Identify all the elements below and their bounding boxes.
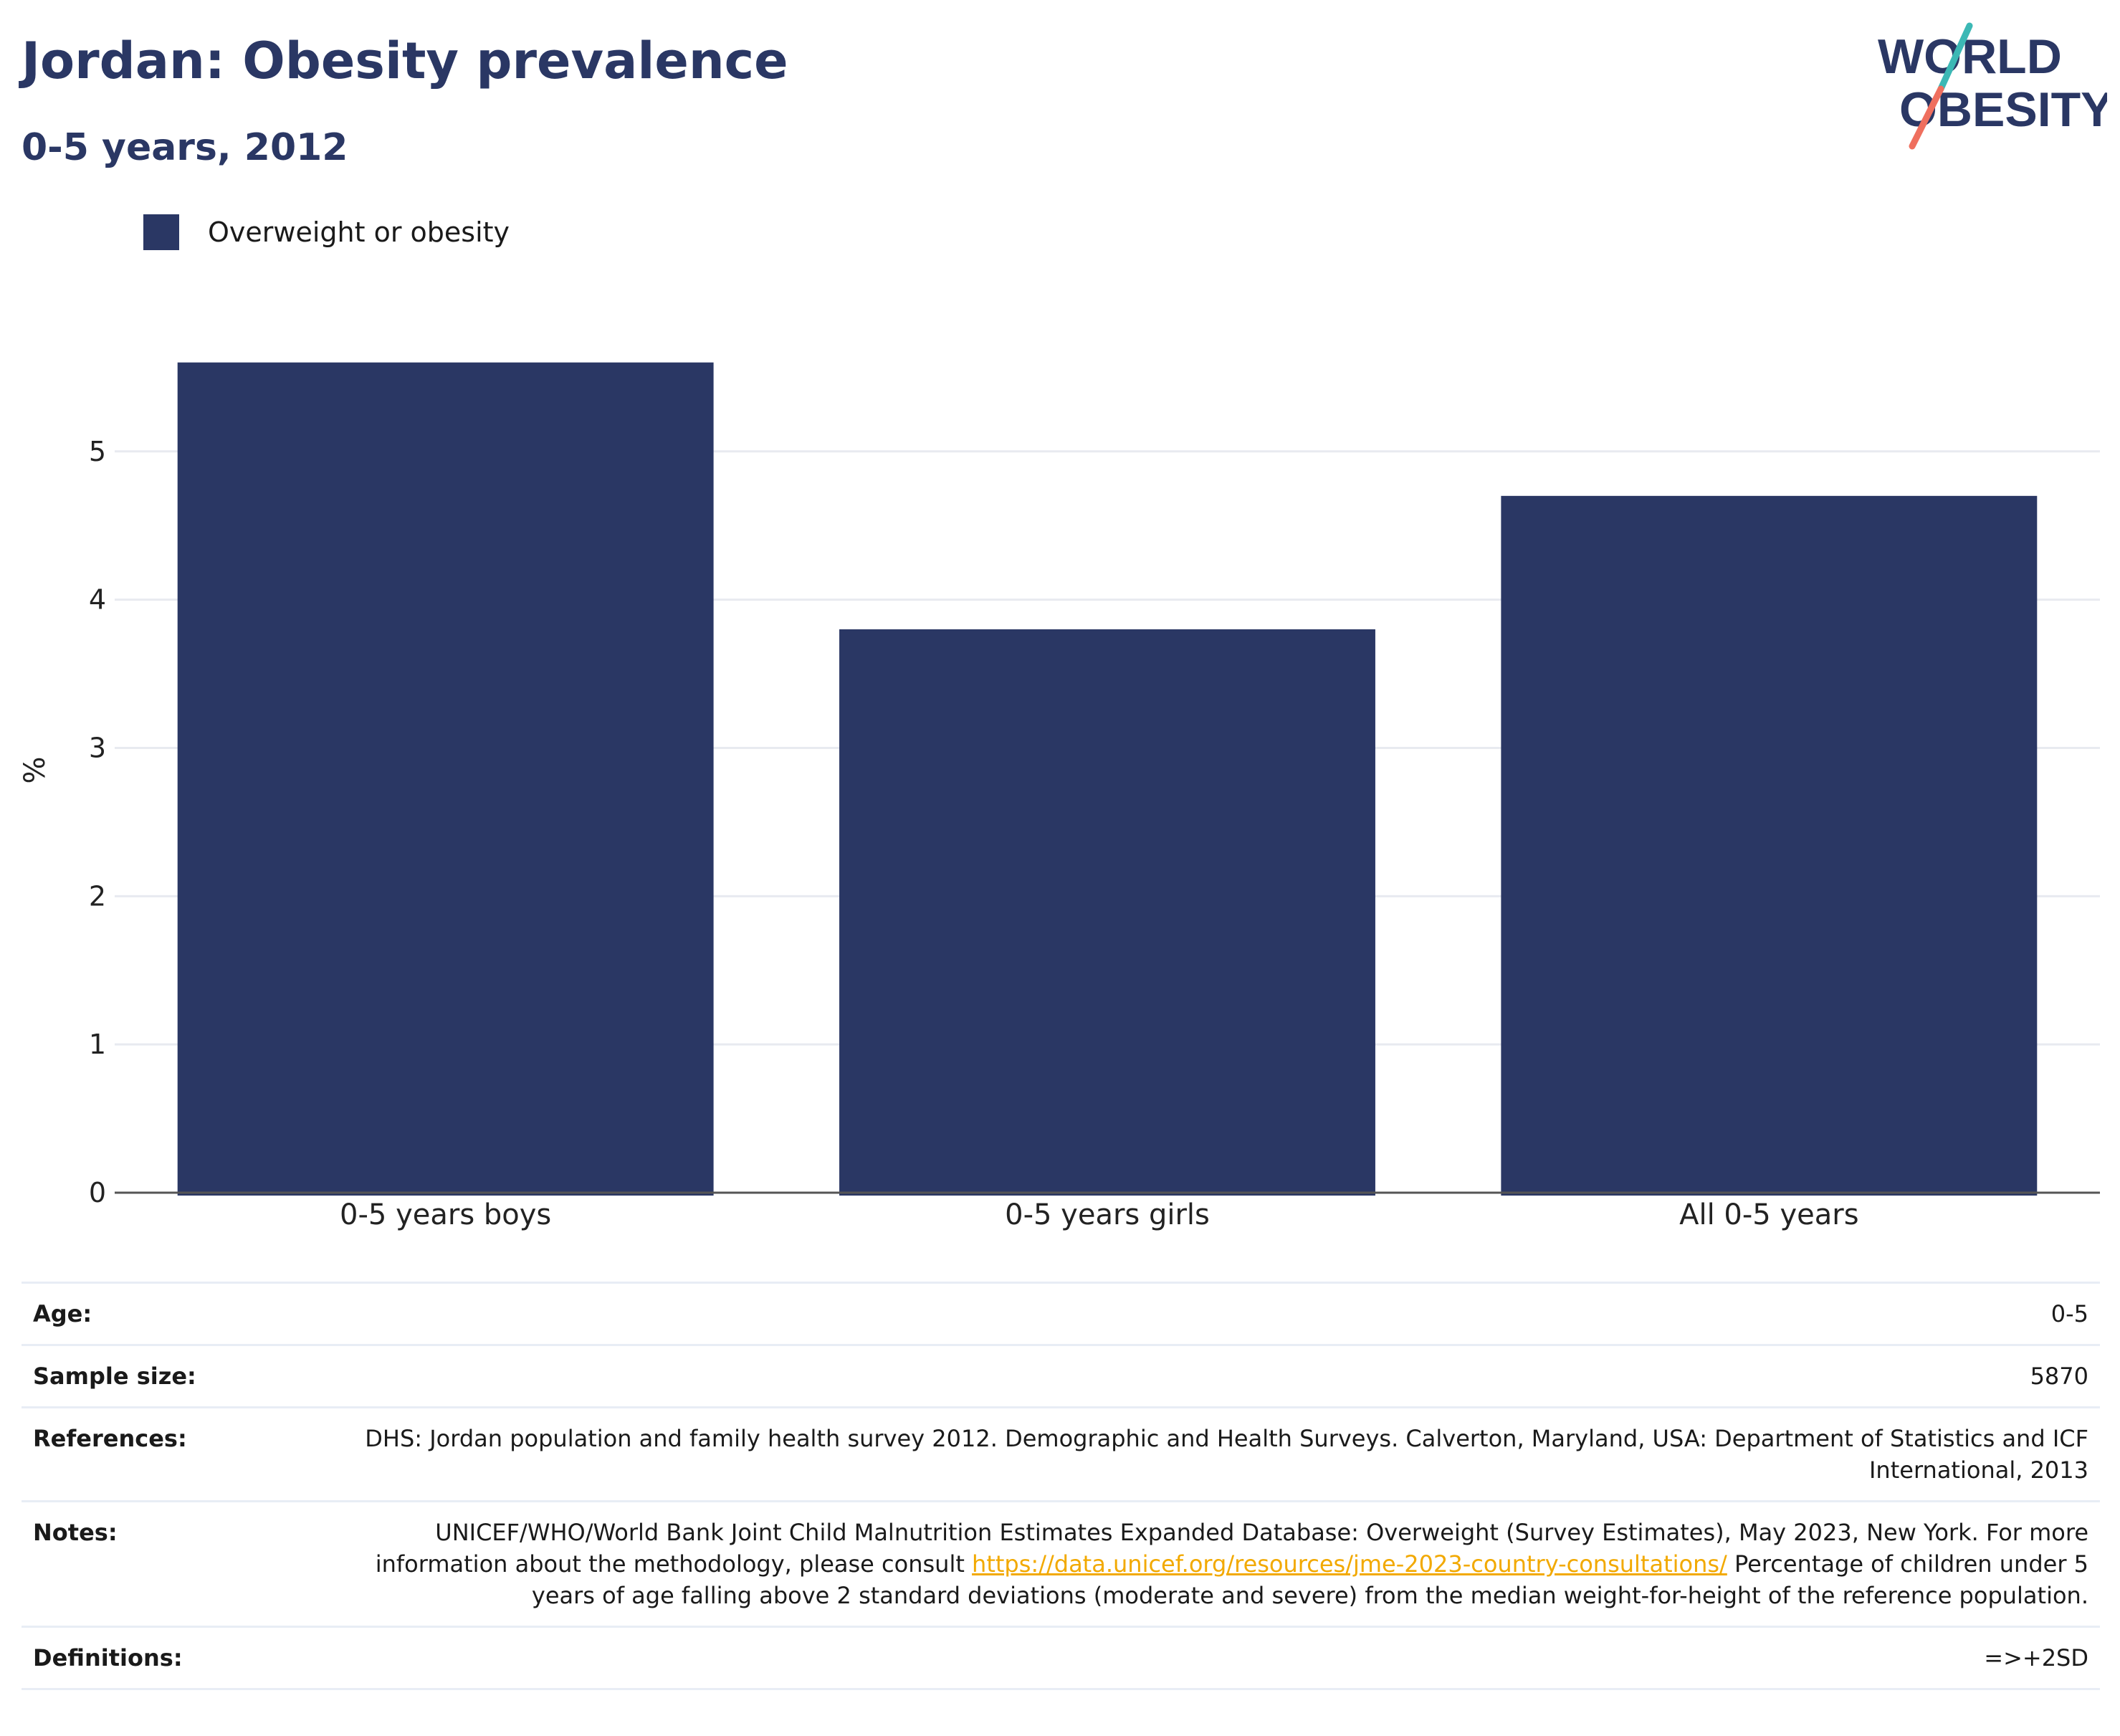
notes-text-before: UNICEF/WHO/World Bank Joint Child Malnut… xyxy=(375,1519,2088,1578)
notes-link[interactable]: https://data.unicef.org/resources/jme-20… xyxy=(972,1550,1727,1578)
y-tick-label: 3 xyxy=(89,732,106,763)
logo-word-1: WORLD xyxy=(1878,29,2062,84)
references-label: References: xyxy=(22,1406,331,1502)
sample-size-value: 5870 xyxy=(331,1344,2100,1408)
logo-slash-coral xyxy=(1909,85,1944,150)
legend-label: Overweight or obesity xyxy=(208,216,510,248)
chart-legend: Overweight or obesity xyxy=(143,212,510,252)
age-label: Age: xyxy=(22,1282,331,1345)
legend-swatch xyxy=(143,214,179,250)
chart-title: Jordan: Obesity prevalence xyxy=(22,32,788,90)
info-row-age: Age: 0-5 xyxy=(22,1282,2100,1345)
bar xyxy=(177,362,714,1196)
y-tick-label: 2 xyxy=(89,880,106,912)
x-tick-label: 0-5 years girls xyxy=(1005,1198,1210,1231)
age-value: 0-5 xyxy=(331,1282,2100,1345)
info-table: Age: 0-5 Sample size: 5870 References: D… xyxy=(22,1282,2100,1690)
chart-subtitle: 0-5 years, 2012 xyxy=(22,126,348,169)
world-obesity-logo: WORLD OBESITY xyxy=(1878,22,2107,150)
y-tick-label: 4 xyxy=(89,584,106,616)
notes-value: UNICEF/WHO/World Bank Joint Child Malnut… xyxy=(331,1500,2100,1627)
bar xyxy=(1501,495,2038,1196)
x-tick-label: All 0-5 years xyxy=(1679,1198,1858,1231)
notes-text-after: Percentage of children under 5 years of … xyxy=(531,1550,2088,1609)
info-row-references: References: DHS: Jordan population and f… xyxy=(22,1406,2100,1502)
y-tick-label: 5 xyxy=(89,436,106,467)
x-tick-label: 0-5 years boys xyxy=(340,1198,551,1231)
sample-size-label: Sample size: xyxy=(22,1344,331,1408)
y-tick-label: 1 xyxy=(89,1029,106,1060)
info-row-notes: Notes: UNICEF/WHO/World Bank Joint Child… xyxy=(22,1500,2100,1627)
info-row-definitions: Definitions: =>+2SD xyxy=(22,1626,2100,1690)
definitions-value: =>+2SD xyxy=(331,1626,2100,1690)
notes-label: Notes: xyxy=(22,1500,331,1627)
y-axis-label: % xyxy=(19,756,52,783)
references-value: DHS: Jordan population and family health… xyxy=(331,1406,2100,1502)
bar xyxy=(839,629,1375,1196)
logo-slash-teal xyxy=(1937,22,1973,92)
y-tick-label: 0 xyxy=(89,1177,106,1208)
bar-chart: 0 1 2 3 4 5 0-5 years boys 0-5 years girls All 0… xyxy=(19,362,2100,1231)
definitions-label: Definitions: xyxy=(22,1626,331,1690)
info-row-sample-size: Sample size: 5870 xyxy=(22,1344,2100,1408)
